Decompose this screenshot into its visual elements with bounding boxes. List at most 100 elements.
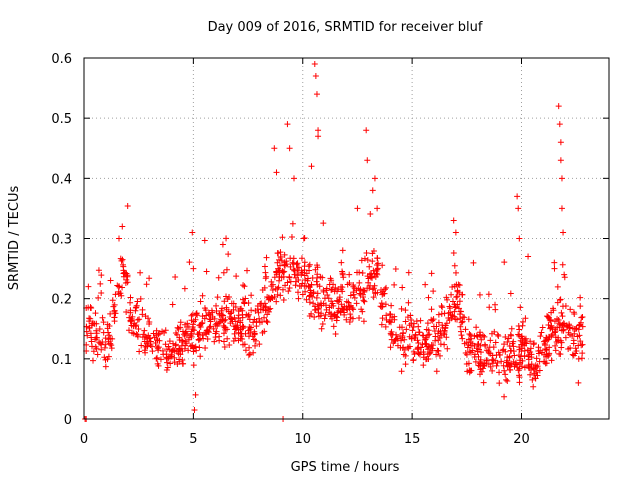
data-point — [562, 302, 569, 309]
data-point — [273, 298, 280, 305]
data-point — [172, 274, 179, 281]
data-point — [519, 357, 526, 364]
data-point — [578, 342, 585, 349]
data-point — [382, 301, 389, 308]
data-point — [451, 313, 458, 320]
data-point — [569, 325, 576, 332]
data-point — [560, 326, 567, 333]
data-point — [354, 205, 361, 212]
data-point — [451, 262, 458, 269]
data-point — [542, 360, 549, 367]
data-point — [90, 348, 97, 355]
data-point — [248, 307, 255, 314]
data-point — [347, 302, 354, 309]
data-point — [432, 337, 439, 344]
data-point — [515, 367, 522, 374]
data-point — [516, 379, 523, 386]
data-point — [485, 291, 492, 298]
data-point — [548, 324, 555, 331]
data-point — [231, 330, 238, 337]
data-point — [477, 358, 484, 365]
data-point — [313, 294, 320, 301]
data-point — [392, 265, 399, 272]
data-point — [295, 276, 302, 283]
data-point — [559, 313, 566, 320]
data-point — [201, 237, 208, 244]
data-point — [364, 157, 371, 164]
data-point — [562, 334, 569, 341]
data-point — [102, 363, 109, 370]
data-point — [363, 127, 370, 134]
data-point — [546, 314, 553, 321]
data-point — [135, 326, 142, 333]
data-point — [295, 289, 302, 296]
data-point — [570, 337, 577, 344]
data-point — [467, 332, 474, 339]
data-point — [102, 341, 109, 348]
data-point — [154, 354, 161, 361]
x-tick-label: 5 — [189, 432, 197, 447]
data-point — [323, 306, 330, 313]
data-point — [261, 328, 268, 335]
data-point — [127, 307, 134, 314]
data-point — [202, 345, 209, 352]
x-tick-label: 0 — [80, 432, 88, 447]
data-point — [217, 316, 224, 323]
data-point — [257, 300, 264, 307]
data-point — [215, 274, 222, 281]
data-point — [192, 391, 199, 398]
data-point — [116, 235, 122, 242]
data-point — [388, 302, 395, 309]
data-point — [523, 340, 530, 347]
data-point — [286, 285, 293, 292]
data-point — [116, 283, 123, 290]
data-point — [366, 263, 373, 270]
data-point — [466, 330, 473, 337]
data-point — [462, 350, 469, 357]
data-point — [418, 344, 425, 351]
data-point — [532, 375, 539, 382]
data-point — [271, 274, 278, 281]
data-point — [223, 235, 230, 242]
data-point — [428, 347, 435, 354]
data-point — [492, 339, 499, 346]
data-point — [240, 282, 247, 289]
data-point — [265, 306, 272, 313]
data-point — [486, 304, 493, 311]
data-point — [358, 257, 365, 264]
data-point — [422, 340, 429, 347]
data-point — [480, 332, 487, 339]
data-point — [435, 348, 442, 355]
data-point — [554, 299, 561, 306]
data-point — [473, 324, 480, 331]
data-point — [112, 310, 119, 317]
data-point — [420, 362, 427, 369]
data-point — [105, 353, 112, 360]
data-point — [517, 304, 524, 311]
data-point — [211, 338, 218, 345]
data-point — [487, 350, 494, 357]
data-point — [424, 332, 431, 339]
data-point — [220, 269, 227, 276]
data-point — [234, 322, 241, 329]
data-point — [561, 271, 568, 278]
data-point — [301, 263, 308, 270]
plot-frame — [83, 57, 610, 420]
data-point — [346, 271, 353, 278]
data-point — [343, 316, 350, 323]
data-point — [171, 354, 178, 361]
data-point — [457, 328, 464, 335]
data-point — [125, 327, 132, 334]
data-point — [454, 287, 461, 294]
data-point — [230, 306, 237, 313]
data-point — [338, 301, 345, 308]
data-point — [343, 298, 350, 305]
data-point — [147, 335, 154, 342]
x-tick-label: 10 — [294, 432, 311, 447]
data-point — [246, 324, 253, 331]
data-point — [273, 269, 280, 276]
data-point — [201, 305, 208, 312]
data-point — [546, 350, 553, 357]
data-point — [287, 255, 294, 262]
data-point — [121, 269, 128, 276]
